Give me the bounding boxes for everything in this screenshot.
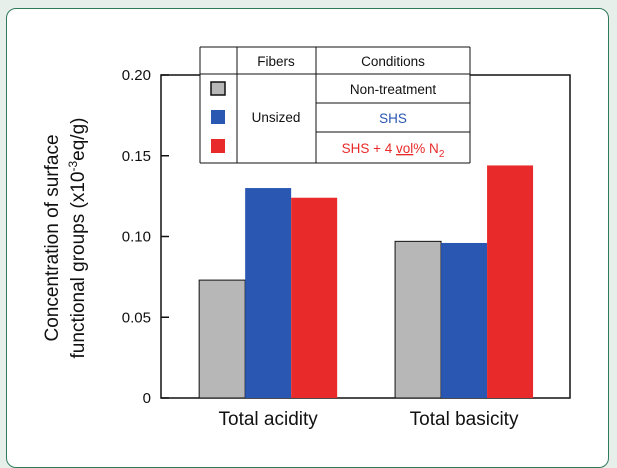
x-category-label: Total basicity: [410, 409, 519, 430]
legend-label-shs: SHS: [379, 111, 407, 126]
bar: [245, 188, 292, 398]
legend-label-shs-n2: SHS + 4 vol% N2: [342, 141, 445, 160]
x-axis-labels: Total acidity Total basicity: [219, 409, 519, 430]
y-axis-label: Concentration of surface functional grou…: [42, 118, 89, 359]
y-tick-label: 0.05: [122, 309, 151, 326]
y-tick-label: 0.10: [122, 229, 151, 246]
y-tick-label: 0: [143, 390, 151, 407]
legend-fiber-unsized: Unsized: [252, 110, 301, 125]
bar: [394, 240, 442, 399]
legend-label-non-treatment: Non-treatment: [350, 82, 437, 97]
legend-swatch-shs: [211, 110, 225, 124]
y-axis-label-line2: functional groups (x10-3eq/g): [66, 118, 89, 359]
bar: [291, 197, 338, 398]
bars: [198, 165, 534, 399]
legend-header-conditions: Conditions: [361, 54, 425, 69]
legend-swatch-non-treatment: [210, 81, 226, 96]
y-tick-label: 0.20: [122, 67, 151, 84]
y-axis-ticks: 0 0.05 0.10 0.15 0.20: [122, 67, 169, 407]
bar-chart: Concentration of surface functional grou…: [42, 46, 571, 430]
y-axis-label-line1: Concentration of surface: [42, 134, 63, 341]
legend-header-fibers: Fibers: [257, 54, 295, 69]
legend-swatch-shs-n2: [211, 139, 225, 153]
bar: [487, 165, 534, 398]
bar: [198, 279, 246, 399]
x-category-label: Total acidity: [219, 409, 319, 430]
y-tick-label: 0.15: [122, 148, 151, 165]
legend-table: Fibers Conditions Unsized Non-treatment …: [199, 46, 471, 164]
bar: [441, 242, 488, 398]
